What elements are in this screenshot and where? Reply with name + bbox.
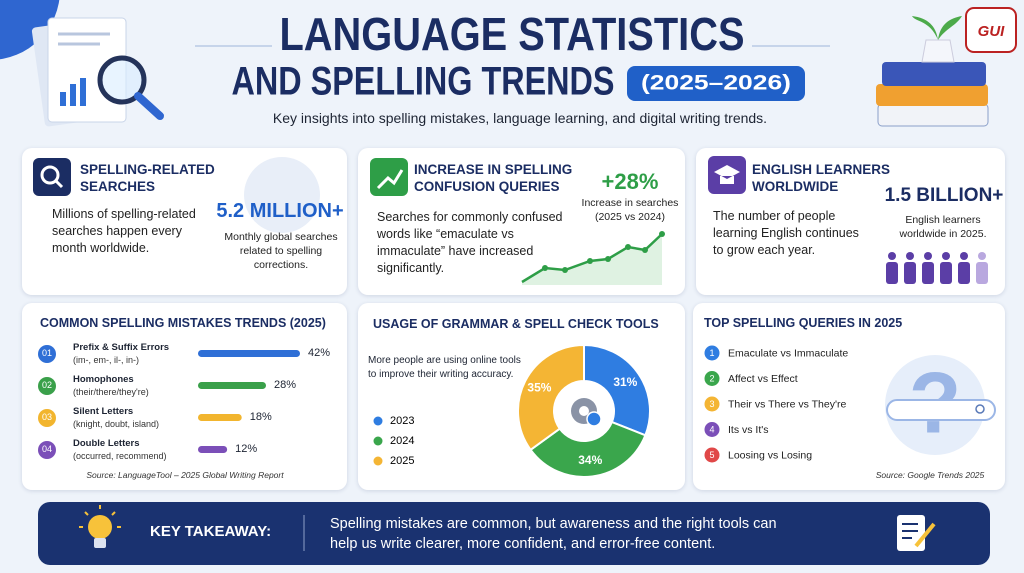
section-title: USAGE OF GRAMMAR & SPELL CHECK TOOLS xyxy=(373,317,659,331)
item-label: Homophones xyxy=(73,374,134,385)
section-title: COMMON SPELLING MISTAKES TRENDS (2025) xyxy=(40,316,326,330)
card-title: INCREASE IN SPELLING CONFUSION QUERIES xyxy=(414,162,573,194)
number: 04 xyxy=(41,444,52,454)
number: 01 xyxy=(41,348,52,358)
item-label: Silent Letters xyxy=(73,406,134,417)
stat: 1.5 BILLION+ xyxy=(884,185,1004,206)
title: LANGUAGE STATISTICS xyxy=(280,8,745,60)
title: AND SPELLING TRENDS xyxy=(232,60,615,104)
item-examples: (their/there/they're) xyxy=(73,387,149,397)
logo: GUI xyxy=(965,7,1017,53)
stat-note: Increase in searches (2025 vs 2024) xyxy=(581,197,679,223)
subtitle: Key insights into spelling mistakes, lan… xyxy=(272,110,768,126)
card xyxy=(696,148,1005,295)
year-badge-text: (2025–2026) xyxy=(641,72,791,95)
item-label: Prefix & Suffix Errors xyxy=(73,342,170,353)
card-title: ENGLISH LEARNERS WORLDWIDE xyxy=(752,162,891,194)
value-label: 42% xyxy=(308,347,331,359)
stat-note: English learners worldwide in 2025. xyxy=(899,214,987,240)
item-examples: (occurred, recommend) xyxy=(73,451,167,461)
value-label: 18% xyxy=(249,411,272,423)
value-label: 28% xyxy=(274,379,297,391)
corner-decoration xyxy=(0,0,60,60)
stat-note: Monthly global searches related to spell… xyxy=(224,231,338,271)
section-text: More people are using online tools to im… xyxy=(368,355,521,380)
stat: +28% xyxy=(601,169,659,194)
card-text: Millions of spelling-related searches ha… xyxy=(52,207,196,255)
card-text: The number of people learning English co… xyxy=(713,209,859,257)
takeaway-banner xyxy=(38,502,990,565)
card xyxy=(22,303,347,490)
takeaway-label: KEY TAKEAWAY: xyxy=(150,523,272,540)
number: 03 xyxy=(41,412,52,422)
source: Source: LanguageTool – 2025 Global Writi… xyxy=(86,470,284,480)
year-badge xyxy=(627,66,805,101)
number: 02 xyxy=(41,380,52,390)
item-label: Double Letters xyxy=(73,438,140,449)
logo-text: GUI xyxy=(978,23,1006,40)
section-title: TOP SPELLING QUERIES IN 2025 xyxy=(704,316,903,330)
stat: 5.2 MILLION+ xyxy=(216,200,344,222)
card-text: Searches for commonly confused words lik… xyxy=(377,210,563,275)
source: Source: Google Trends 2025 xyxy=(875,470,985,480)
card-title: SPELLING-RELATED SEARCHES xyxy=(80,162,215,194)
value-label: 12% xyxy=(235,443,258,455)
takeaway-text: Spelling mistakes are common, but awaren… xyxy=(330,516,777,552)
item-examples: (knight, doubt, island) xyxy=(73,419,160,429)
item-examples: (im-, em-, il-, in-) xyxy=(73,355,139,365)
